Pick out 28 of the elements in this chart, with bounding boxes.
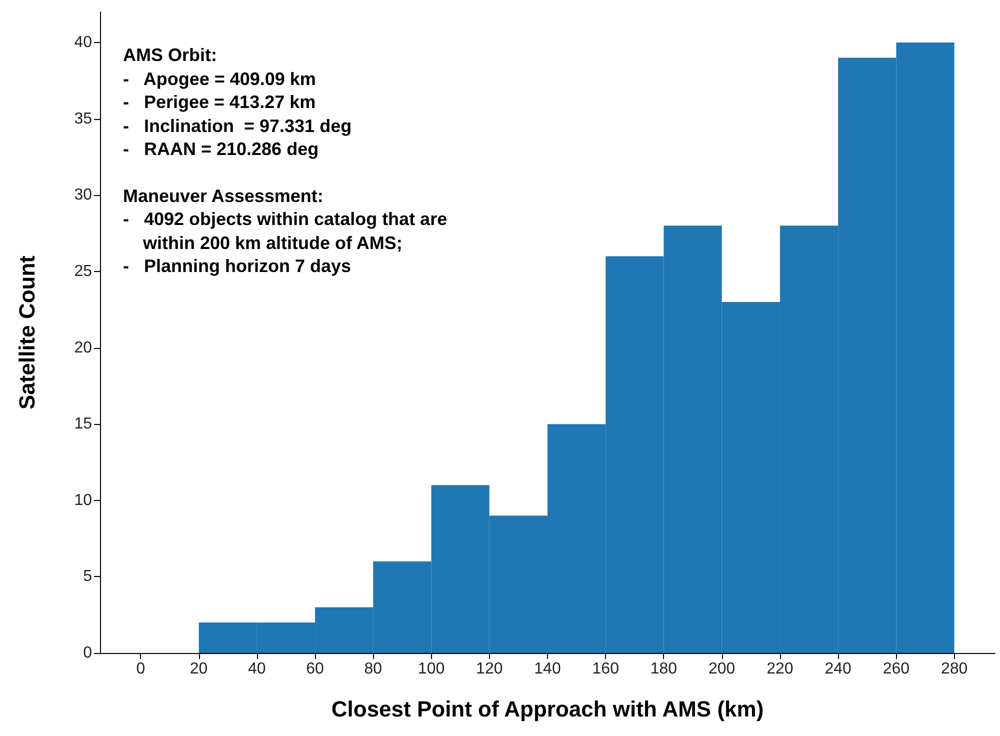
y-tick-label: 0 <box>83 644 92 662</box>
y-tick-label: 15 <box>74 416 92 433</box>
x-tick-label: 160 <box>592 660 620 678</box>
x-tick-label: 200 <box>708 660 736 678</box>
x-tick-label: 180 <box>650 660 678 678</box>
x-tick-label: 40 <box>248 660 266 678</box>
x-axis-title: Closest Point of Approach with AMS (km) <box>331 696 764 722</box>
y-tick-label: 35 <box>74 110 92 128</box>
x-tick-label: 120 <box>476 660 503 678</box>
y-tick-label: 30 <box>74 186 92 204</box>
y-tick-label: 5 <box>83 568 92 586</box>
x-tick-label: 80 <box>364 660 382 678</box>
x-tick-label: 240 <box>824 660 852 678</box>
x-tick-label: 140 <box>534 660 561 678</box>
y-axis-title: Satellite Count <box>14 254 40 410</box>
x-tick-label: 280 <box>940 660 968 678</box>
annotation: Maneuver Assessment: - 4092 objects within catalog that are within 200 km altitude of AMS; - Planning horizon 7 days <box>123 184 448 278</box>
x-tick-label: 260 <box>882 660 910 678</box>
y-tick-label: 20 <box>74 339 92 356</box>
y-tick-label: 10 <box>74 492 92 509</box>
x-tick-label: 220 <box>766 660 794 678</box>
x-tick-label: 100 <box>418 660 445 678</box>
y-tick-label: 40 <box>74 34 92 52</box>
annotation: AMS Orbit: - Apogee = 409.09 km - Perigee = 413.27 km - Inclination = 97.331 deg - RAAN = 210.286 deg <box>123 44 353 161</box>
y-tick-label: 25 <box>74 262 92 280</box>
x-tick-label: 20 <box>190 660 208 678</box>
x-tick-label: 60 <box>306 660 324 678</box>
x-tick-label: 0 <box>136 660 146 678</box>
